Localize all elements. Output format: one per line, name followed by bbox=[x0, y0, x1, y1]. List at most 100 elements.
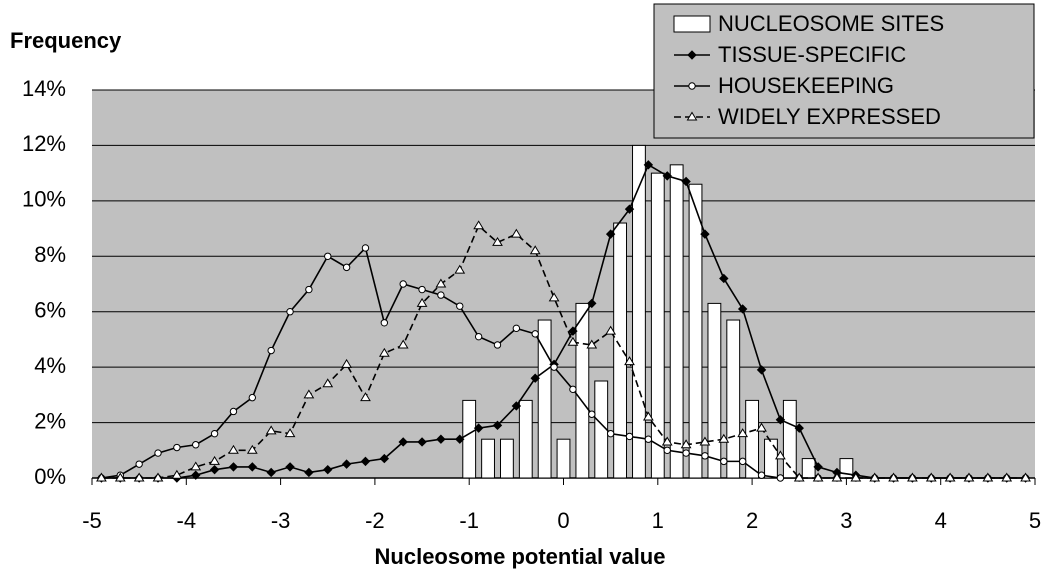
bar bbox=[632, 144, 646, 479]
marker bbox=[133, 472, 145, 482]
bar bbox=[707, 302, 722, 479]
marker bbox=[473, 423, 484, 433]
marker bbox=[794, 423, 804, 433]
marker bbox=[228, 444, 239, 454]
marker bbox=[493, 341, 502, 349]
bar bbox=[537, 319, 552, 479]
marker bbox=[699, 436, 711, 446]
marker bbox=[662, 171, 672, 181]
marker bbox=[284, 428, 296, 438]
marker bbox=[1001, 472, 1013, 482]
marker bbox=[681, 176, 691, 187]
marker bbox=[701, 452, 709, 460]
bar bbox=[650, 172, 665, 479]
bar bbox=[726, 319, 741, 479]
marker bbox=[378, 347, 390, 357]
marker bbox=[154, 449, 162, 457]
marker bbox=[606, 429, 615, 438]
marker bbox=[285, 462, 295, 472]
marker bbox=[246, 444, 258, 454]
marker bbox=[135, 460, 143, 468]
marker bbox=[869, 472, 881, 482]
marker bbox=[305, 285, 313, 294]
marker bbox=[286, 308, 294, 316]
marker bbox=[454, 264, 466, 274]
bar bbox=[688, 183, 703, 479]
y-tick-label: 2% bbox=[34, 408, 66, 433]
bar bbox=[462, 399, 477, 479]
marker bbox=[191, 470, 201, 480]
bar bbox=[669, 164, 684, 479]
marker bbox=[531, 330, 539, 338]
x-tick-label: -2 bbox=[365, 508, 385, 533]
marker bbox=[567, 336, 579, 346]
marker bbox=[738, 457, 747, 466]
marker bbox=[925, 472, 937, 482]
marker bbox=[548, 292, 560, 302]
marker bbox=[267, 346, 275, 355]
plot-area bbox=[92, 90, 1035, 478]
marker bbox=[152, 472, 164, 482]
marker bbox=[192, 441, 200, 449]
marker bbox=[322, 378, 334, 388]
marker bbox=[680, 439, 692, 449]
legend-label: WIDELY EXPRESSED bbox=[718, 104, 941, 129]
marker bbox=[511, 401, 522, 411]
marker bbox=[907, 472, 918, 482]
marker bbox=[397, 339, 409, 349]
marker bbox=[569, 385, 577, 394]
x-tick-label: -4 bbox=[177, 508, 197, 533]
marker bbox=[663, 446, 671, 454]
marker bbox=[96, 472, 107, 482]
marker bbox=[248, 393, 257, 402]
y-tick-label: 8% bbox=[34, 242, 66, 267]
marker bbox=[190, 461, 202, 471]
marker bbox=[737, 304, 748, 314]
bar bbox=[613, 222, 627, 479]
marker bbox=[624, 204, 635, 214]
marker bbox=[456, 302, 464, 310]
marker bbox=[775, 415, 786, 425]
marker bbox=[209, 455, 220, 465]
marker bbox=[812, 472, 824, 482]
y-tick-label: 0% bbox=[34, 464, 66, 489]
marker bbox=[360, 392, 371, 402]
marker bbox=[399, 280, 407, 288]
marker bbox=[850, 472, 862, 482]
y-tick-label: 10% bbox=[22, 187, 66, 212]
marker bbox=[776, 474, 785, 482]
marker bbox=[756, 422, 767, 432]
x-tick-label: 0 bbox=[557, 508, 569, 533]
marker bbox=[510, 228, 522, 238]
marker bbox=[1020, 472, 1031, 482]
marker bbox=[341, 358, 352, 368]
marker bbox=[688, 82, 696, 90]
marker bbox=[114, 472, 126, 482]
marker bbox=[644, 435, 653, 443]
legend-label: HOUSEKEEPING bbox=[718, 73, 894, 98]
marker bbox=[737, 428, 749, 438]
marker bbox=[304, 467, 314, 478]
marker bbox=[492, 420, 503, 431]
marker bbox=[718, 433, 730, 443]
marker bbox=[418, 285, 426, 294]
marker bbox=[793, 472, 805, 482]
marker bbox=[587, 298, 597, 309]
marker bbox=[265, 425, 277, 435]
marker bbox=[380, 319, 389, 327]
marker bbox=[831, 472, 843, 482]
marker bbox=[687, 50, 697, 60]
marker bbox=[661, 436, 673, 446]
marker bbox=[209, 464, 220, 475]
bar bbox=[745, 399, 760, 479]
y-tick-label: 12% bbox=[22, 131, 66, 156]
marker bbox=[303, 389, 315, 399]
marker bbox=[435, 278, 447, 288]
x-tick-label: -5 bbox=[82, 508, 102, 533]
marker bbox=[588, 410, 596, 418]
marker bbox=[686, 111, 698, 121]
bar bbox=[575, 302, 590, 479]
marker bbox=[455, 434, 465, 444]
marker bbox=[228, 462, 239, 472]
